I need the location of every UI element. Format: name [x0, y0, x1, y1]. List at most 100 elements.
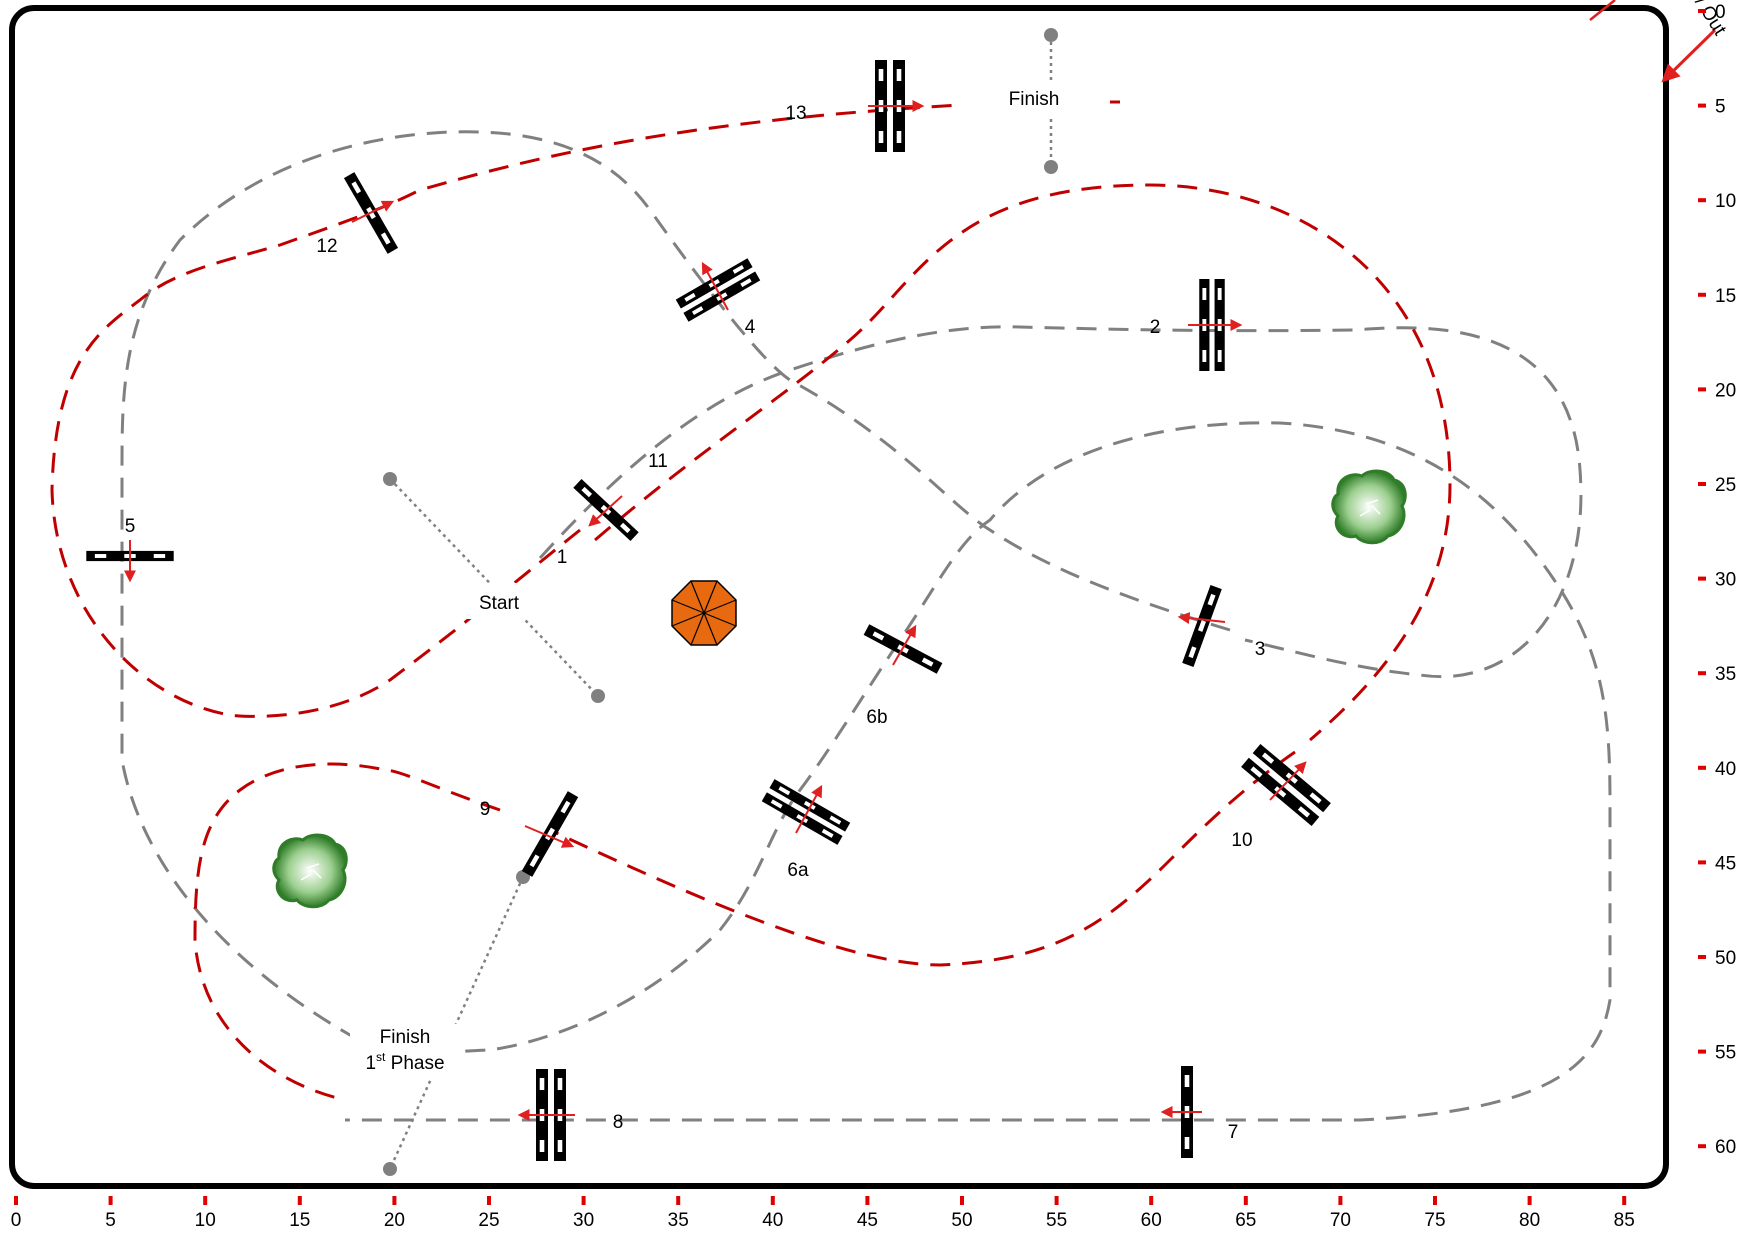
y-tick-mark: [1698, 1144, 1706, 1149]
start-label: Start: [479, 593, 520, 614]
x-tick-label: 25: [478, 1210, 499, 1231]
x-tick-label: 60: [1141, 1210, 1162, 1231]
obstacle-label: 9: [480, 799, 491, 820]
direction-arrow-icon: [588, 495, 623, 527]
finish-line: Finish: [995, 28, 1107, 174]
x-tick-label: 55: [1046, 1210, 1067, 1231]
x-tick-label: 85: [1614, 1210, 1635, 1231]
x-tick-mark: [1149, 1196, 1154, 1205]
x-tick-mark: [1622, 1196, 1627, 1205]
x-tick-label: 15: [289, 1210, 310, 1231]
y-tick-label: 40: [1715, 759, 1736, 780]
phase-1-path: [120, 130, 1612, 1122]
finish-phase-1-label: Finish: [380, 1027, 431, 1048]
x-tick-mark: [1243, 1196, 1248, 1205]
direction-arrow-icon: [701, 261, 729, 311]
obstacle-label: 10: [1231, 830, 1252, 851]
y-tick-label: 10: [1715, 191, 1736, 212]
direction-arrow-icon: [795, 784, 823, 834]
start-marker-left: [383, 472, 397, 486]
obstacle-label: 1: [557, 547, 568, 568]
start-marker-right: [591, 689, 605, 703]
x-tick-label: 65: [1235, 1210, 1256, 1231]
arena-border: [9, 5, 1669, 1189]
y-tick-mark: [1698, 198, 1706, 203]
obstacle-label: 7: [1228, 1122, 1239, 1143]
y-tick-mark: [1698, 103, 1706, 108]
obstacle-label: 11: [648, 451, 668, 472]
x-tick-mark: [1054, 1196, 1059, 1205]
obstacle-label: 4: [745, 317, 756, 338]
x-tick-label: 5: [105, 1210, 116, 1231]
y-tick-label: 55: [1715, 1043, 1736, 1064]
octagon-kiosk-icon: [671, 580, 737, 646]
direction-arrow-icon: [1269, 761, 1307, 801]
x-tick-mark: [1433, 1196, 1437, 1205]
obstacle-label: 6b: [866, 707, 887, 728]
y-tick-mark: [1698, 671, 1706, 676]
x-tick-label: 70: [1330, 1210, 1351, 1231]
start-line: Start: [383, 472, 605, 703]
x-tick-label: 45: [857, 1210, 878, 1231]
y-tick-mark: [1698, 860, 1706, 865]
direction-arrow-icon: [892, 624, 917, 666]
x-tick-label: 40: [762, 1210, 783, 1231]
y-tick-label: 30: [1715, 570, 1736, 591]
x-tick-mark: [14, 1196, 18, 1205]
direction-arrow-icon: [351, 200, 395, 223]
y-tick-label: 20: [1715, 380, 1736, 401]
x-tick-mark: [108, 1196, 113, 1205]
x-axis: 0 5 10 15 20 25 30 35 40 45 50 55 60 65 70 75 80 85: [11, 1196, 1635, 1231]
direction-arrow-icon: [1177, 612, 1226, 625]
obstacle-9-pole: [521, 791, 579, 877]
x-tick-mark: [865, 1196, 870, 1205]
x-tick-label: 10: [195, 1210, 216, 1231]
obstacle-label: 3: [1255, 639, 1266, 660]
y-tick-label: 50: [1715, 948, 1736, 969]
finish-phase-1-sublabel: 1st Phase: [365, 1050, 444, 1074]
obstacle-label: 6a: [787, 860, 809, 881]
x-tick-label: 80: [1519, 1210, 1540, 1231]
finish-marker-bottom: [1044, 160, 1058, 174]
x-tick-mark: [392, 1196, 397, 1205]
y-tick-label: 35: [1715, 664, 1736, 685]
y-tick-mark: [1698, 955, 1706, 959]
obstacle-label: 2: [1150, 317, 1161, 338]
y-tick-label: 0: [1715, 2, 1726, 23]
y-tick-label: 45: [1715, 853, 1736, 874]
direction-arrows: [124, 100, 1307, 1121]
obstacle-label: 13: [785, 103, 806, 124]
obstacle-label: 5: [125, 516, 136, 537]
finish-label: Finish: [1009, 89, 1060, 110]
direction-arrow-icon: [524, 825, 575, 848]
y-tick-mark: [1698, 387, 1706, 392]
y-tick-mark: [1698, 765, 1706, 770]
x-tick-mark: [676, 1196, 681, 1205]
tree-icon: [272, 833, 348, 909]
obstacle-numbers: 1 2 3 4 5 6a 6b 7 8 9 10 11 12 13: [125, 103, 1266, 1143]
y-tick-label: 15: [1715, 286, 1736, 307]
finish-phase-1-line: Finish 1st Phase: [350, 870, 530, 1176]
x-tick-label: 30: [573, 1210, 594, 1231]
y-tick-label: 25: [1715, 475, 1736, 496]
x-tick-label: 35: [668, 1210, 689, 1231]
tree-icon: [1331, 469, 1407, 545]
x-tick-mark: [203, 1196, 208, 1205]
finish-marker-top: [1044, 28, 1058, 42]
x-tick-label: 20: [384, 1210, 405, 1231]
y-tick-label: 60: [1715, 1137, 1736, 1158]
y-tick-mark: [1698, 1049, 1706, 1054]
y-tick-mark: [1698, 9, 1706, 13]
x-tick-mark: [1338, 1196, 1343, 1205]
finish-phase-1-marker-bottom: [383, 1162, 397, 1176]
obstacle-label: 12: [316, 236, 337, 257]
x-tick-mark: [770, 1196, 775, 1205]
x-tick-label: 75: [1424, 1210, 1445, 1231]
x-tick-mark: [960, 1196, 964, 1205]
phase-2-path: [50, 100, 1452, 1102]
y-tick-mark: [1698, 576, 1706, 581]
x-tick-label: 50: [951, 1210, 972, 1231]
x-tick-label: 0: [11, 1210, 22, 1231]
x-tick-mark: [487, 1196, 491, 1205]
